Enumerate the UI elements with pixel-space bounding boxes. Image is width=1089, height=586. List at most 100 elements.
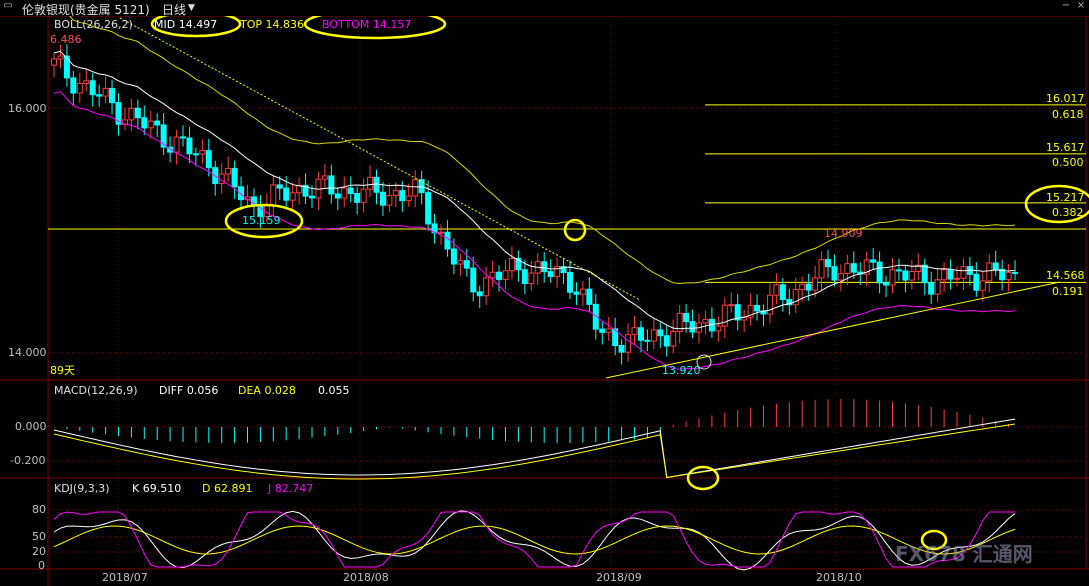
macd-diff-line <box>53 418 1016 479</box>
fib-ratio-2: 0.382 <box>1052 206 1084 219</box>
low-july-label: 15.159 <box>242 214 281 227</box>
candle-body <box>541 261 548 273</box>
candle-body <box>354 193 361 203</box>
candle-body <box>986 262 993 282</box>
candle-body <box>173 136 180 153</box>
boll-label: BOLL(26,26,2) <box>54 18 133 31</box>
candle-body <box>167 146 174 153</box>
macd-tick-neg: -0.200 <box>10 454 46 467</box>
candle-body <box>812 277 819 291</box>
candle-body <box>450 248 457 265</box>
highlight-kdj-cross <box>920 529 948 551</box>
title-bar: ▭ 伦敦银现(贵金属 5121) 日线 ▼ − × <box>0 0 1089 17</box>
candle-body <box>844 263 851 275</box>
candle-body <box>644 339 651 342</box>
candle-body <box>702 318 709 324</box>
fib-ratio-3: 0.191 <box>1052 285 1084 298</box>
kdj-tick-20: 20 <box>32 545 46 558</box>
low-marker-circle <box>696 354 712 370</box>
candle-body <box>154 120 161 126</box>
chevron-down-icon[interactable]: ▼ <box>188 3 195 13</box>
date-tick-1: 2018/08 <box>343 571 389 584</box>
fib-ratio-0: 0.618 <box>1052 108 1084 121</box>
macd-hist-value: 0.055 <box>318 384 350 397</box>
candle-body <box>592 303 599 330</box>
candle-body <box>238 186 245 201</box>
candle-body <box>392 190 399 196</box>
instrument-title: 伦敦银现(贵金属 5121) <box>22 3 150 17</box>
candle-body <box>792 288 799 306</box>
kdj-tick-80: 80 <box>32 503 46 516</box>
candle-body <box>502 270 509 280</box>
candle-body <box>999 268 1006 281</box>
fib-ratio-1: 0.500 <box>1052 156 1084 169</box>
date-tick-2: 2018/09 <box>596 571 642 584</box>
candle-body <box>483 277 490 297</box>
candle-body <box>1005 271 1012 281</box>
candle-body <box>115 102 122 125</box>
candle-body <box>573 291 580 295</box>
candle-body <box>328 175 335 195</box>
candle-body <box>70 77 77 94</box>
macd-diff-value: DIFF 0.056 <box>159 384 219 397</box>
price-tick-14: 14.000 <box>8 346 47 359</box>
candle-body <box>889 269 896 286</box>
candle-body <box>547 271 554 277</box>
highlight-macd-cross <box>686 465 720 491</box>
boll-bottom-line <box>53 91 1016 370</box>
candle-body <box>560 266 567 274</box>
candle-body <box>973 273 980 291</box>
candle-body <box>334 193 341 199</box>
candle-body <box>276 184 283 189</box>
low-sep-label: 13.920 <box>662 364 701 377</box>
close-icon[interactable]: × <box>1076 0 1086 11</box>
candle-body <box>837 273 844 281</box>
candle-body <box>895 269 902 272</box>
candle-body <box>128 107 135 121</box>
candle-body <box>850 263 857 273</box>
candle-body <box>205 150 212 169</box>
date-tick-0: 2018/07 <box>102 571 148 584</box>
candle-body <box>508 257 515 272</box>
candle-body <box>283 187 290 201</box>
macd-label: MACD(12,26,9) <box>54 384 138 397</box>
candle-body <box>463 260 470 269</box>
candle-body <box>528 272 535 285</box>
candle-body <box>605 328 612 333</box>
candle-body <box>444 231 451 250</box>
fib-price-1: 15.617 <box>1046 141 1085 154</box>
menu-icon[interactable]: ▭ <box>3 0 13 11</box>
candle-body <box>941 269 948 281</box>
candle-body <box>908 270 915 281</box>
candle-body <box>579 288 586 295</box>
candle-body <box>186 137 193 155</box>
candle-body <box>766 294 773 315</box>
candle-body <box>779 284 786 300</box>
candle-body <box>883 282 890 286</box>
candle-body <box>289 192 296 201</box>
candle-body <box>947 269 954 280</box>
candle-body <box>831 266 838 281</box>
candle-body <box>586 288 593 305</box>
candle-body <box>915 264 922 272</box>
candle-body <box>657 329 664 337</box>
macd-dea-value: DEA 0.028 <box>238 384 296 397</box>
candle-body <box>689 321 696 333</box>
candle-body <box>663 335 670 347</box>
candle-body <box>476 291 483 297</box>
candle-body <box>192 153 199 156</box>
kdj-j-line <box>53 511 1016 568</box>
candle-body <box>489 271 496 279</box>
candle-body <box>979 280 986 291</box>
candle-body <box>625 334 632 353</box>
candle-body <box>470 267 477 293</box>
candle-body <box>805 283 812 291</box>
candle-body <box>347 187 354 195</box>
candle-body <box>1012 271 1019 274</box>
candle-body <box>876 261 883 284</box>
candle-body <box>612 328 619 346</box>
minimize-icon[interactable]: − <box>1061 0 1071 11</box>
watermark: FX678 汇通网 <box>895 542 1033 566</box>
period-selector[interactable]: 日线 <box>162 3 187 17</box>
